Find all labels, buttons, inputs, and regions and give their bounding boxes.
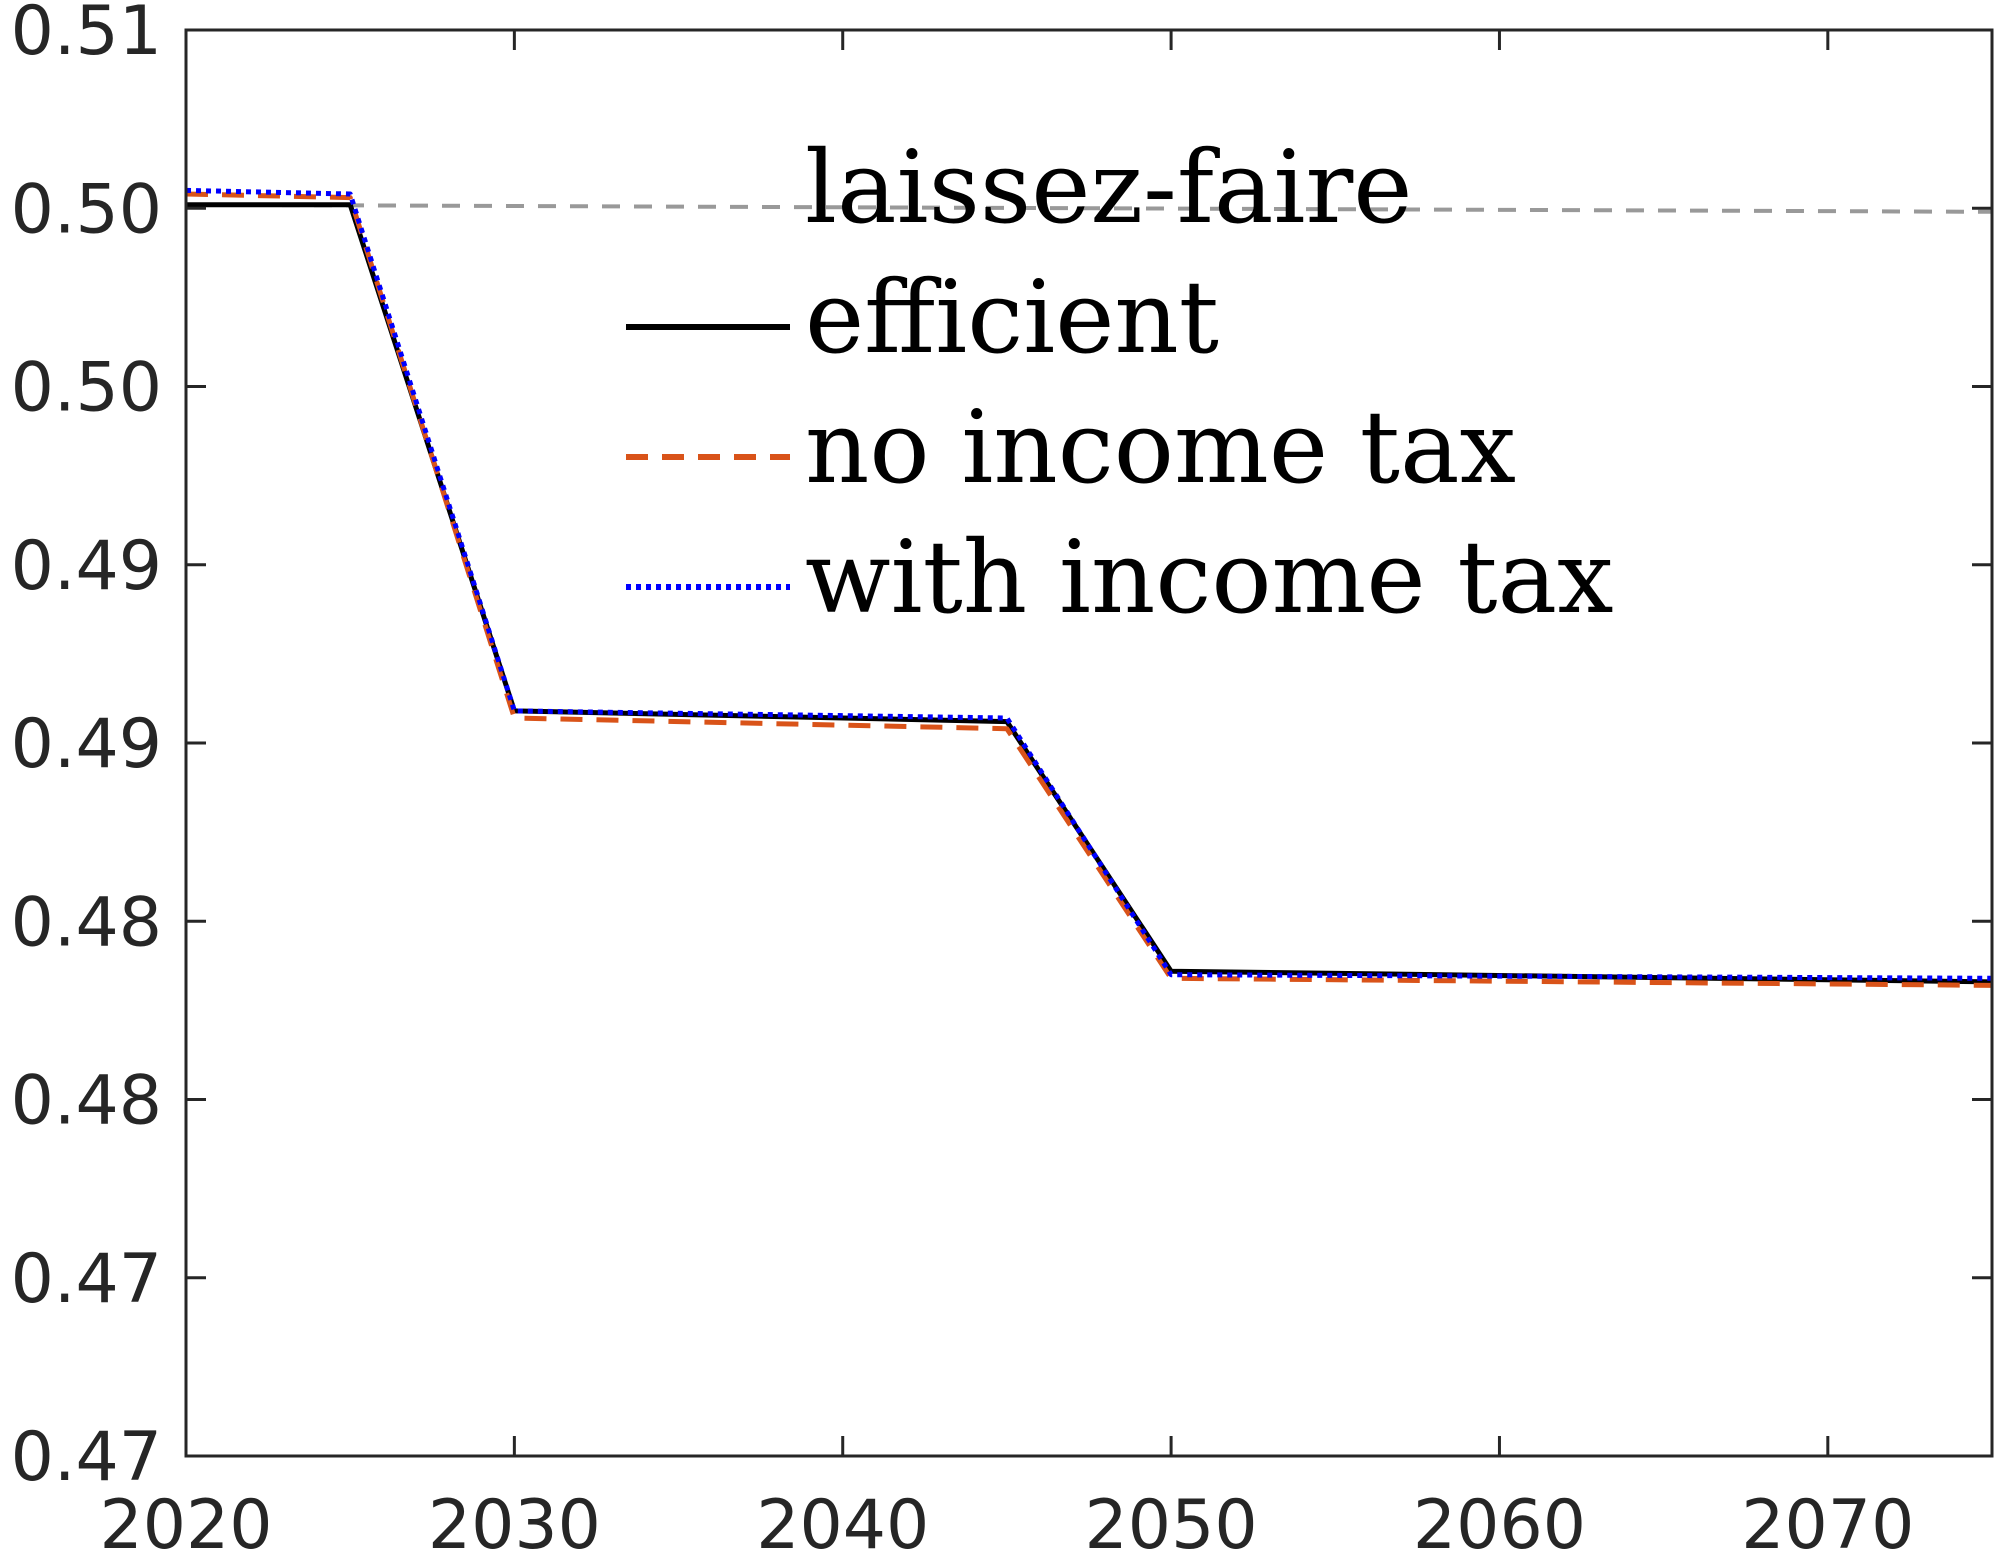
y-tick-label: 0.49: [11, 705, 162, 784]
legend-label-no-income-tax: no income tax: [805, 389, 1516, 506]
x-tick-label: 2070: [1741, 1486, 1914, 1554]
y-tick-label: 0.47: [11, 1240, 162, 1319]
x-tick-label: 2020: [99, 1486, 272, 1554]
ticks-layer: 2020 2030 2040 2050 2060 2070 0.47 0.47 0.48 0.48…: [11, 0, 1992, 1554]
y-tick-label: 0.48: [11, 1062, 162, 1141]
series-line-no-income-tax: [185, 191, 1993, 988]
legend-label-efficient: efficient: [805, 259, 1219, 376]
y-tick-label: 0.50: [11, 349, 162, 428]
series-line-with-income-tax: [185, 187, 1993, 981]
legend: laissez-faire efficient no income tax with …: [626, 129, 1614, 636]
series-layer: [185, 187, 1993, 988]
y-tick-label: 0.48: [11, 883, 162, 962]
y-tick-label: 0.49: [11, 527, 162, 606]
x-tick-label: 2030: [428, 1486, 601, 1554]
y-tick-label: 0.50: [11, 170, 162, 249]
x-tick-label: 2050: [1085, 1486, 1258, 1554]
series-line-laissez-faire: [185, 202, 1993, 214]
y-tick-label: 0.51: [11, 0, 162, 71]
y-tick-label: 0.47: [11, 1418, 162, 1497]
legend-label-with-income-tax: with income tax: [805, 519, 1614, 636]
legend-label-laissez-faire: laissez-faire: [805, 129, 1412, 246]
x-tick-label: 2060: [1413, 1486, 1586, 1554]
x-tick-label: 2040: [756, 1486, 929, 1554]
